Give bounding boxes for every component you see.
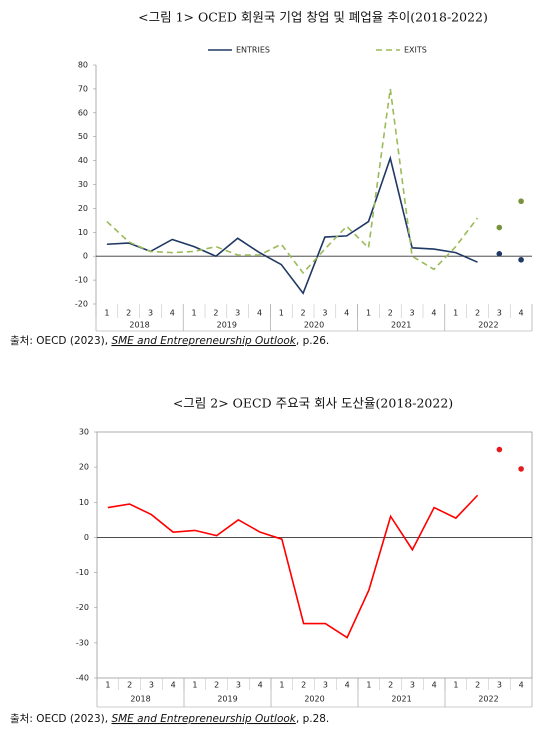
source-prefix: 출처: OECD (2023), [10,713,111,725]
x-group-label: 2022 [478,321,498,330]
chart-title: <그림 2> OECD 주요국 회사 도산율(2018-2022) [173,396,453,411]
y-tick-label: -20 [75,300,88,309]
x-group-label: 2019 [217,321,237,330]
series-marker [518,256,524,263]
x-group-label: 2021 [391,695,411,704]
source-title: SME and Entrepreneurship Outlook [111,713,296,725]
x-tick-label: 1 [453,681,458,690]
x-tick-label: 4 [257,309,262,318]
x-tick-label: 4 [171,681,176,690]
y-tick-label: 0 [84,533,89,542]
x-tick-label: 4 [345,681,350,690]
source-prefix: 출처: OECD (2023), [10,335,111,347]
x-group-label: 2020 [304,321,324,330]
series-line [107,494,479,639]
x-tick-label: 2 [301,681,306,690]
x-tick-label: 1 [104,309,109,318]
x-tick-label: 3 [497,681,502,690]
source: 출처: OECD (2023), SME and Entrepreneurshi… [10,713,329,725]
y-tick-label: 40 [78,156,88,165]
y-tick-label: 20 [79,463,89,472]
y-tick-label: 10 [79,498,89,507]
x-group-label: 2018 [130,695,150,704]
x-tick-label: 1 [105,681,110,690]
x-tick-label: 3 [236,681,241,690]
y-tick-label: 50 [78,132,88,141]
x-tick-label: 2 [475,309,480,318]
x-tick-label: 3 [149,681,154,690]
x-tick-label: 2 [388,309,393,318]
x-group-label: 2022 [478,695,498,704]
x-tick-label: 4 [258,681,263,690]
x-tick-label: 4 [432,681,437,690]
x-tick-label: 2 [213,309,218,318]
y-tick-label: -10 [76,568,89,577]
series-marker [518,198,524,205]
x-group-label: 2021 [391,321,411,330]
x-tick-label: 1 [279,309,284,318]
x-tick-label: 4 [519,681,524,690]
legend-label: ENTRIES [236,46,270,55]
x-tick-label: 2 [214,681,219,690]
x-tick-label: 3 [148,309,153,318]
x-tick-label: 4 [344,309,349,318]
x-tick-label: 4 [431,309,436,318]
y-tick-label: 30 [78,180,88,189]
x-tick-label: 1 [192,681,197,690]
x-tick-label: 2 [475,681,480,690]
x-tick-label: 3 [410,309,415,318]
y-tick-label: 10 [78,228,88,237]
x-tick-label: 3 [410,681,415,690]
x-tick-label: 4 [519,309,524,318]
x-tick-label: 2 [127,681,132,690]
y-tick-label: 20 [78,204,88,213]
y-tick-label: -30 [76,638,89,647]
x-tick-label: 3 [235,309,240,318]
source: 출처: OECD (2023), SME and Entrepreneurshi… [10,335,329,347]
y-tick-label: -10 [75,276,88,285]
x-tick-label: 3 [323,681,328,690]
plot-frame [96,431,533,679]
y-tick-label: 70 [78,84,88,93]
x-group-label: 2018 [129,321,149,330]
x-tick-label: 2 [388,681,393,690]
y-tick-label: -20 [76,603,89,612]
y-tick-label: 0 [83,252,88,261]
x-tick-label: 3 [322,309,327,318]
series-line [106,88,479,275]
x-tick-label: 1 [192,309,197,318]
source-suffix: , p.26. [296,335,329,347]
y-tick-label: 80 [78,61,88,70]
x-tick-label: 1 [366,309,371,318]
series-marker [496,446,503,453]
x-tick-label: 2 [301,309,306,318]
x-tick-label: 1 [279,681,284,690]
x-tick-label: 2 [126,309,131,318]
x-group-label: 2020 [304,695,324,704]
chart-title: <그림 1> OCED 회원국 기업 창업 및 폐업율 추이(2018-2022… [138,10,488,25]
series-marker [496,251,503,257]
x-tick-label: 1 [453,309,458,318]
series-line [106,155,478,295]
y-tick-label: 30 [79,428,89,437]
source-suffix: , p.28. [296,713,329,725]
series-marker [496,224,503,231]
x-tick-label: 4 [170,309,175,318]
x-tick-label: 1 [366,681,371,690]
x-tick-label: 3 [497,309,502,318]
y-tick-label: -40 [76,674,89,683]
legend-label: EXITS [404,46,427,55]
x-group-label: 2019 [217,695,237,704]
source-title: SME and Entrepreneurship Outlook [111,335,296,347]
series-marker [518,466,524,472]
y-tick-label: 60 [78,108,88,117]
